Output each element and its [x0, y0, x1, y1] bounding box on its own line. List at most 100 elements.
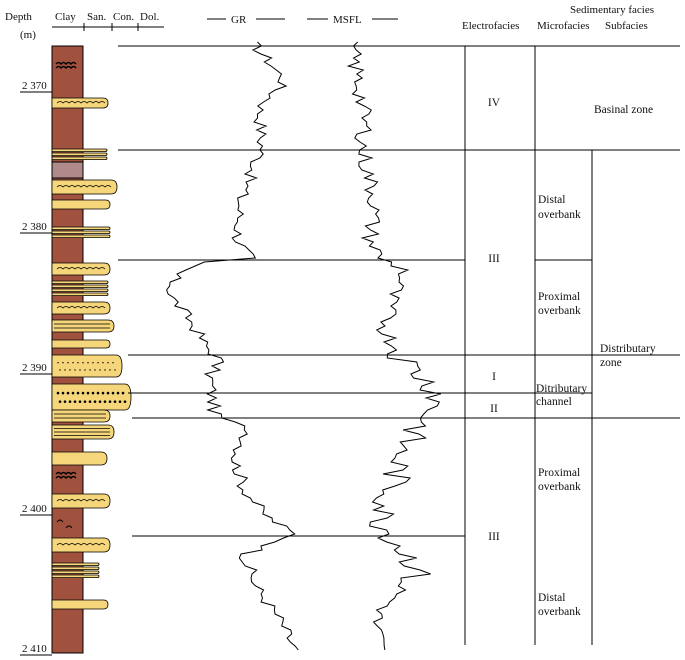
gravel-mark	[83, 400, 87, 403]
sandstone-shape	[51, 574, 100, 578]
electrofacies-labels: IV III I II III	[488, 97, 501, 543]
sandstone-shape	[51, 354, 123, 378]
gravel-mark	[88, 400, 92, 403]
clay-wave-mark	[55, 471, 77, 476]
gravel-mark	[67, 362, 69, 364]
sandstone-shape	[51, 292, 109, 296]
bioturbation-mark	[56, 519, 73, 529]
microfacies-labels: Distal overbank Proximal overbank Ditrib…	[536, 194, 587, 618]
gravel-mark	[113, 400, 117, 403]
gravel-mark	[101, 391, 105, 395]
microfacies-distal-1a: Distal	[538, 194, 565, 206]
gravel-mark	[72, 362, 74, 364]
sandstone-bed	[51, 301, 111, 315]
log-curves	[166, 41, 441, 651]
microfacies-proximal-1a: Proximal	[538, 291, 580, 303]
sandstone-bed	[51, 230, 111, 234]
sandstone-shape	[51, 409, 111, 423]
gravel-mark	[86, 391, 90, 395]
depth-tick-2370: 2 370	[22, 80, 47, 92]
subfacies-header: Subfacies	[605, 20, 648, 32]
gravel-mark	[73, 400, 77, 403]
clay-wave-mark	[55, 65, 77, 70]
gravel-mark	[121, 391, 125, 395]
sandstone-bed	[51, 339, 111, 349]
sandstone-bed	[51, 292, 109, 296]
gravel-mark	[118, 400, 122, 403]
gravel-mark	[102, 362, 104, 364]
sandstone-shape	[51, 562, 100, 566]
sandstone-shape	[51, 179, 118, 195]
gravel-mark	[58, 400, 62, 403]
gravel-mark	[93, 400, 97, 403]
gravel-mark	[68, 400, 72, 403]
gravel-mark	[61, 391, 65, 395]
gravel-mark	[82, 362, 84, 364]
gravel-mark	[96, 391, 100, 395]
microfacies-channel-b: channel	[536, 396, 572, 408]
gravel-mark	[63, 400, 67, 403]
sandstone-bed	[51, 562, 100, 566]
cross-bedding-mark	[56, 499, 106, 502]
sandstone-bed	[51, 280, 109, 284]
gravel-mark	[104, 369, 106, 371]
cross-bedding-mark	[56, 185, 112, 188]
gravel-mark	[91, 391, 95, 395]
sandstone-bed	[51, 262, 111, 276]
gravel-mark	[56, 391, 60, 395]
sandstone-shape	[51, 570, 100, 574]
gravel-mark	[99, 369, 101, 371]
gravel-mark	[103, 400, 107, 403]
mudstone-layer	[51, 161, 84, 179]
depth-unit: (m)	[20, 29, 36, 41]
sandstone-bed	[51, 97, 109, 109]
sandstone-shape	[51, 199, 111, 210]
sandstone-shape	[51, 451, 108, 466]
sandstone-bed	[51, 424, 115, 440]
microfacies-channel-a: Ditributary	[536, 383, 587, 395]
subfacies-labels: Basinal zone Distributary zone	[594, 104, 656, 369]
sandstone-bed	[51, 284, 109, 288]
gravel-mark	[66, 391, 70, 395]
gravel-mark	[92, 362, 94, 364]
electrofacies-header: Electrofacies	[462, 20, 519, 32]
facies-boundaries	[118, 45, 680, 537]
sandstone-shape	[51, 288, 109, 292]
microfacies-proximal-1b: overbank	[538, 305, 581, 317]
gravel-mark	[62, 362, 64, 364]
gravel-mark	[97, 362, 99, 364]
gravel-mark	[107, 362, 109, 364]
depth-tick-2390: 2 390	[22, 362, 47, 374]
gravel-mark	[98, 400, 102, 403]
sandstone-bed	[51, 574, 100, 578]
gravel-mark	[77, 362, 79, 364]
sandstone-shape	[51, 319, 115, 333]
microfacies-header: Microfacies	[537, 20, 590, 32]
electrofacies-II: II	[490, 403, 498, 415]
column-dividers	[464, 46, 593, 645]
depth-axis: 2 370 2 380 2 390 2 400 2 410	[20, 80, 52, 656]
lithology-column	[51, 45, 132, 654]
sandstone-shape	[51, 339, 111, 349]
sandstone-shape	[51, 566, 100, 570]
lithology-header-sand: San.	[87, 11, 107, 23]
gravel-mark	[69, 369, 71, 371]
sandstone-bed	[51, 537, 111, 553]
sandstone-shape	[51, 226, 111, 230]
gravel-mark	[64, 369, 66, 371]
gr-log-curve	[166, 41, 299, 651]
sandstone-bed	[51, 570, 100, 574]
sandstone-bed	[51, 234, 111, 238]
microfacies-distal-2b: overbank	[538, 606, 581, 618]
electrofacies-IV: IV	[488, 97, 501, 109]
gravel-mark	[106, 391, 110, 395]
sandstone-bed	[51, 179, 118, 195]
gravel-mark	[116, 391, 120, 395]
cross-bedding-mark	[56, 267, 106, 270]
microfacies-proximal-2a: Proximal	[538, 467, 580, 479]
electrofacies-I: I	[492, 371, 496, 383]
gravel-mark	[89, 369, 91, 371]
sandstone-shape	[51, 230, 111, 234]
gravel-mark	[109, 369, 111, 371]
sandstone-bed	[51, 288, 109, 292]
